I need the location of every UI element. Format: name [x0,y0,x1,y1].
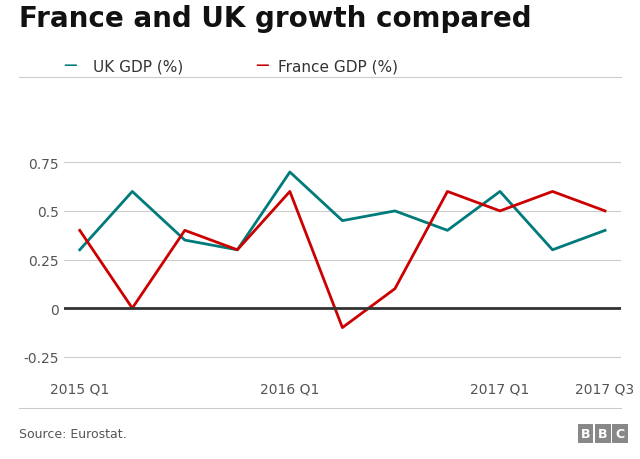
Text: ─: ─ [64,57,76,76]
Text: ─: ─ [256,57,268,76]
Text: France and UK growth compared: France and UK growth compared [19,5,532,33]
Text: B: B [581,427,590,440]
Text: Source: Eurostat.: Source: Eurostat. [19,427,127,440]
Text: France GDP (%): France GDP (%) [278,59,398,74]
Text: C: C [616,427,625,440]
Text: B: B [598,427,607,440]
Text: UK GDP (%): UK GDP (%) [93,59,183,74]
